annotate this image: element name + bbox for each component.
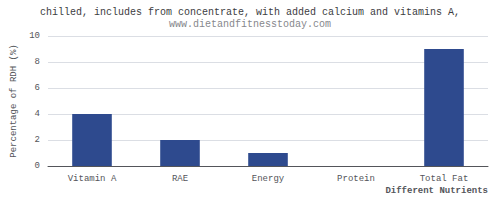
svg-text:Energy: Energy — [252, 174, 285, 184]
svg-text:0: 0 — [35, 161, 40, 171]
svg-text:8: 8 — [35, 57, 40, 67]
svg-text:Percentage of RDH (%): Percentage of RDH (%) — [9, 44, 19, 157]
svg-text:Different Nutrients: Different Nutrients — [385, 186, 488, 196]
svg-text:4: 4 — [35, 109, 40, 119]
svg-text:chilled, includes from concent: chilled, includes from concentrate, with… — [40, 7, 460, 18]
svg-text:Protein: Protein — [337, 174, 375, 184]
svg-text:6: 6 — [35, 83, 40, 93]
svg-text:2: 2 — [35, 135, 40, 145]
svg-text:Total Fat: Total Fat — [420, 174, 469, 184]
svg-text:www.dietandfitnesstoday.com: www.dietandfitnesstoday.com — [169, 19, 331, 30]
svg-text:10: 10 — [29, 31, 40, 41]
svg-text:RAE: RAE — [172, 174, 188, 184]
svg-text:Vitamin A: Vitamin A — [68, 174, 117, 184]
